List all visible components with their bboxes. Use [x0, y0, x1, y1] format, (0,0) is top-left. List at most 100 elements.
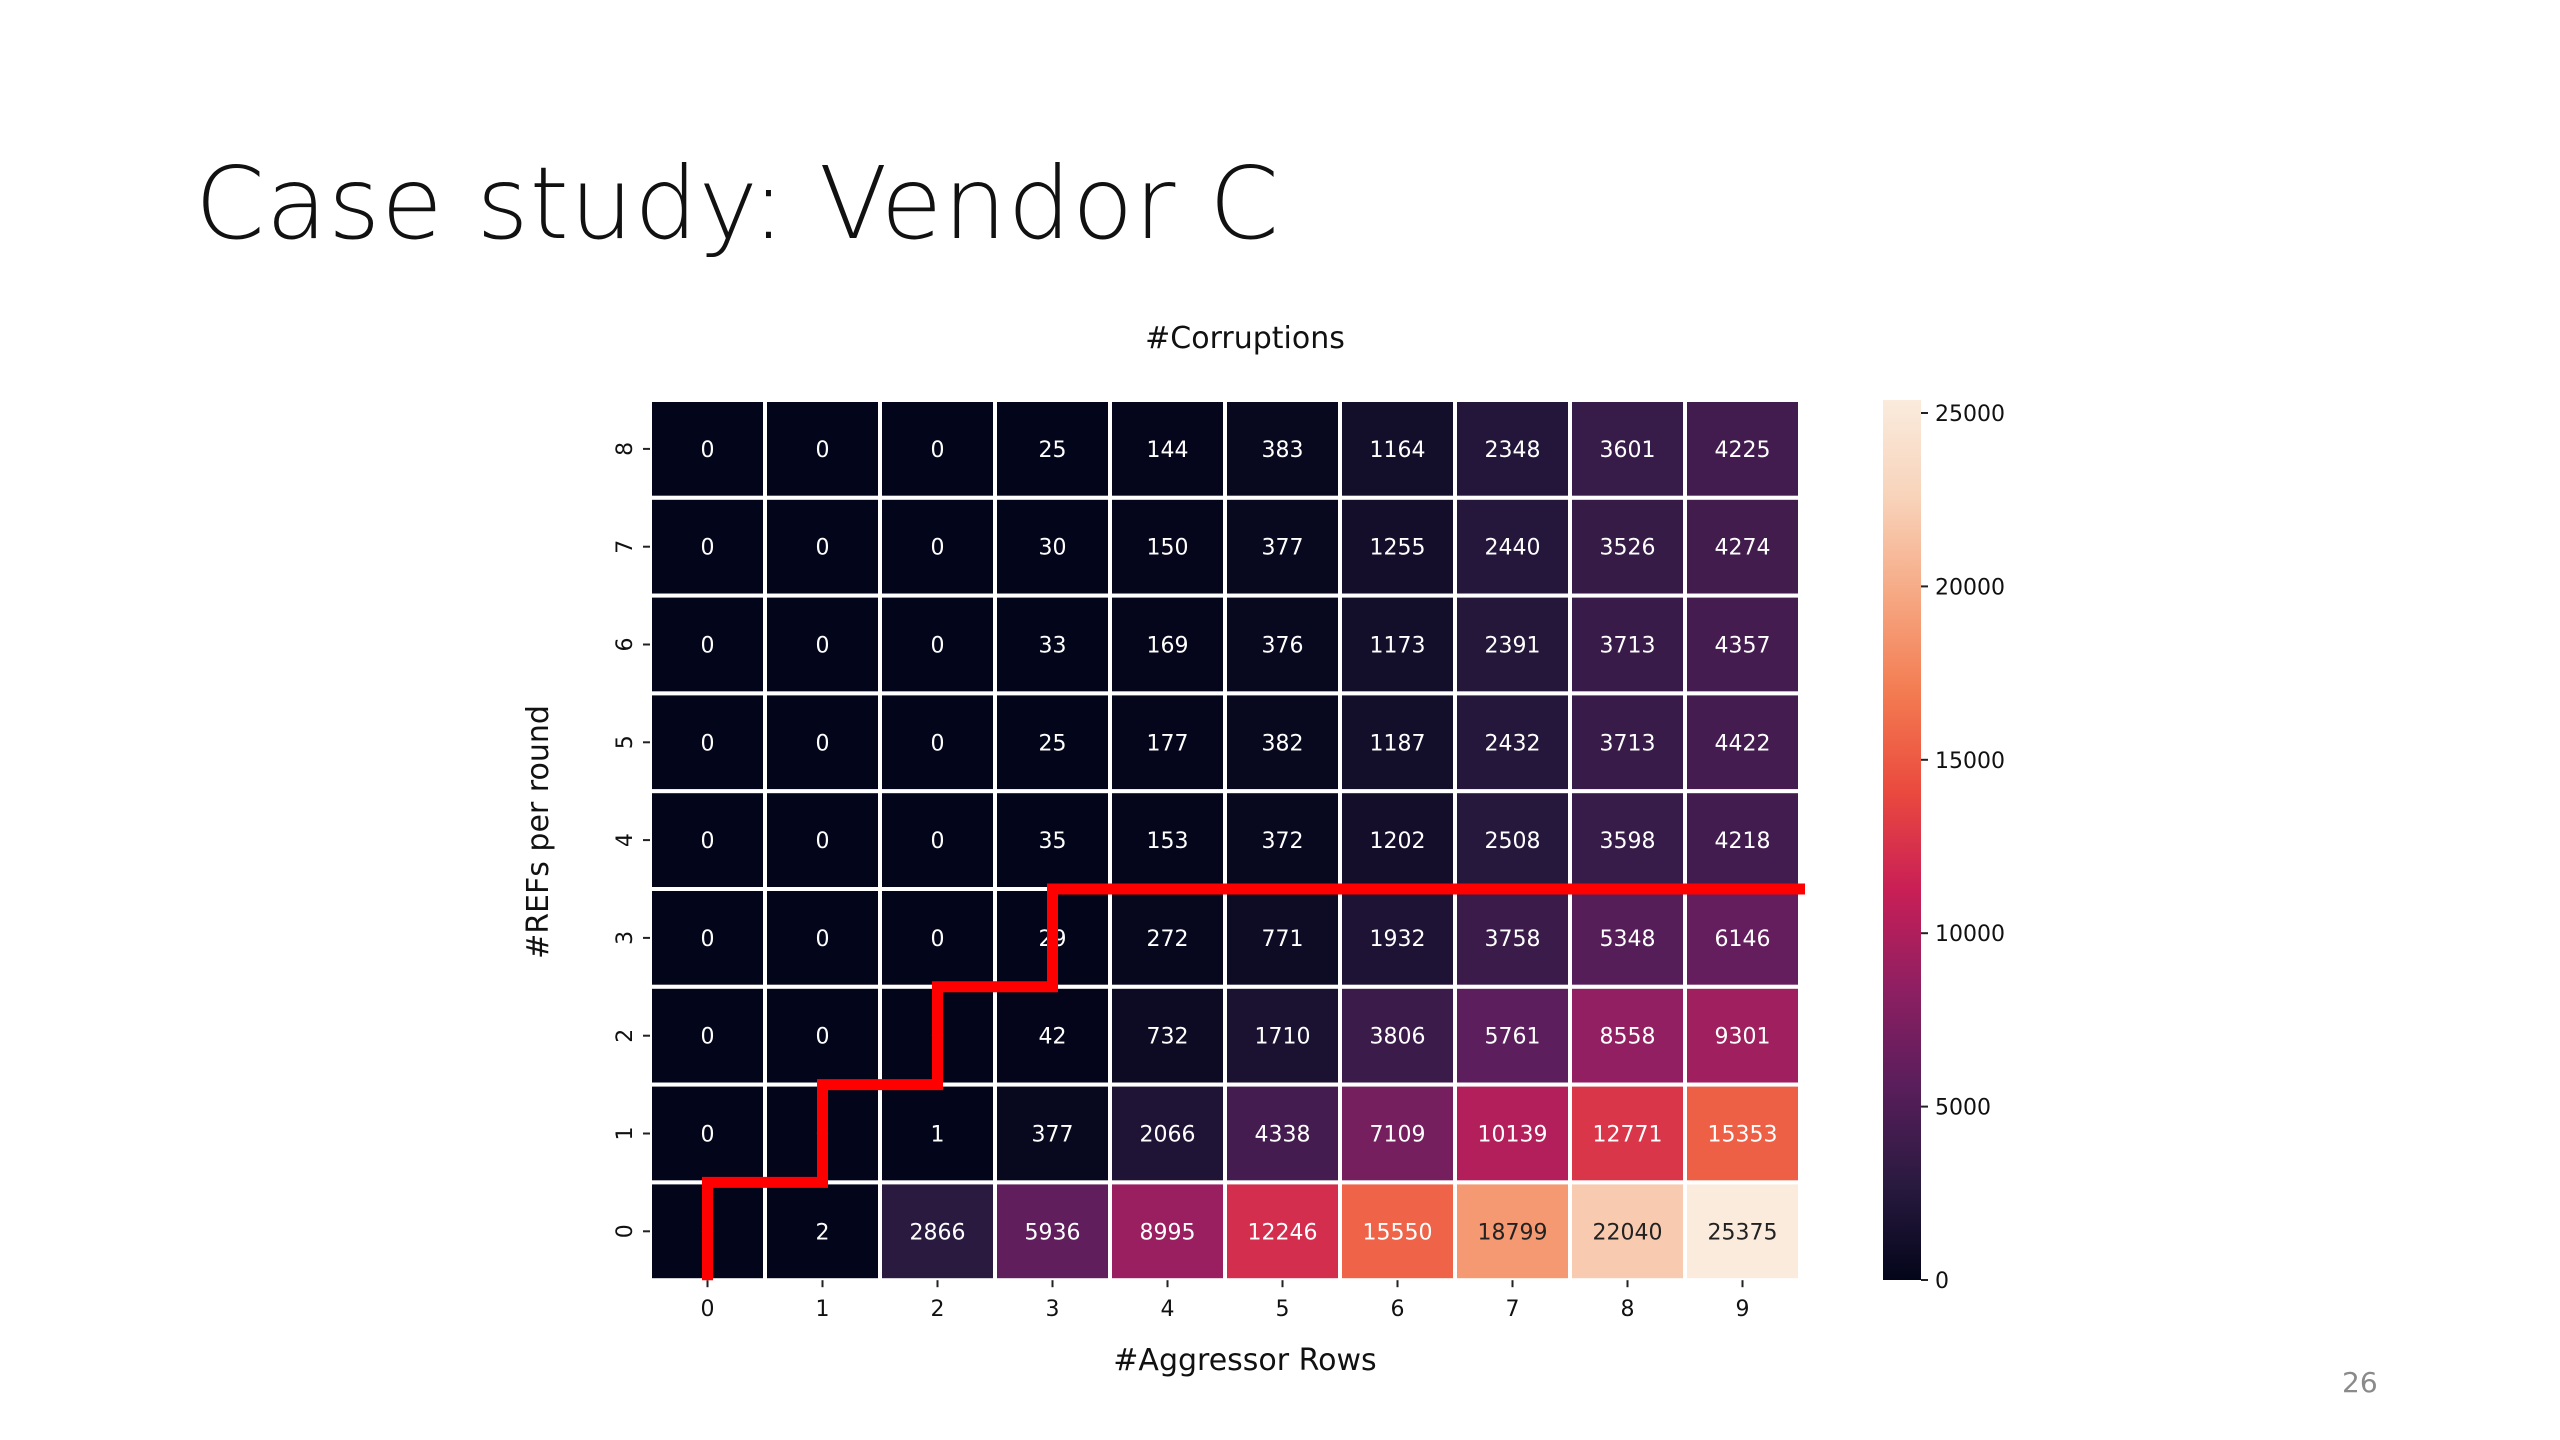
heatmap-cell — [878, 593, 997, 696]
cell-value-label: 4422 — [1715, 731, 1771, 756]
cell-value-label: 0 — [931, 927, 945, 952]
cell-value-label: 0 — [701, 829, 715, 854]
heatmap-cell — [1568, 1180, 1687, 1283]
cell-value-label: 169 — [1147, 634, 1189, 659]
colorbar-gradient — [1883, 400, 1921, 1280]
cell-value-label: 4338 — [1255, 1123, 1311, 1148]
x-tick-label: 4 — [1161, 1297, 1175, 1322]
cell-value-label: 35 — [1039, 829, 1067, 854]
x-tick-label: 5 — [1276, 1297, 1290, 1322]
heatmap-cell — [993, 495, 1112, 598]
cell-value-label: 15353 — [1708, 1123, 1778, 1148]
x-tick-label: 6 — [1391, 1297, 1405, 1322]
heatmap-cell — [1683, 887, 1802, 989]
y-tick-label: 7 — [613, 540, 638, 554]
heatmap-cell — [1683, 789, 1802, 892]
heatmap-cell — [1453, 691, 1572, 794]
cell-value-label: 2391 — [1485, 634, 1541, 659]
heatmap-cell — [1568, 593, 1687, 696]
cell-value-label: 0 — [816, 536, 830, 561]
cell-value-label: 376 — [1262, 634, 1304, 659]
heatmap-cell — [1338, 789, 1457, 892]
cell-value-label: 0 — [816, 731, 830, 756]
y-tick-label: 8 — [613, 442, 638, 456]
heatmap-cell — [1453, 1180, 1572, 1283]
boundary-line — [702, 883, 1805, 1281]
cell-value-label: 150 — [1147, 536, 1189, 561]
cell-value-label: 8995 — [1140, 1220, 1196, 1245]
cell-value-label: 8558 — [1600, 1025, 1656, 1050]
cell-value-label: 372 — [1262, 829, 1304, 854]
y-tick-label: 5 — [613, 735, 638, 749]
cell-value-label: 7109 — [1370, 1123, 1426, 1148]
heatmap-cell — [1683, 1082, 1802, 1185]
cell-value-label: 0 — [816, 829, 830, 854]
heatmap-cell — [1683, 984, 1802, 1087]
cell-value-label: 2066 — [1140, 1123, 1196, 1148]
y-tick-label: 6 — [613, 638, 638, 652]
heatmap-cell — [648, 1082, 767, 1185]
cell-value-label: 25 — [1039, 438, 1067, 463]
colorbar-tick-label: 25000 — [1935, 402, 2005, 427]
cell-value-label: 0 — [816, 634, 830, 659]
x-tick-label: 7 — [1506, 1297, 1520, 1322]
heatmap-cell — [1223, 1082, 1342, 1185]
cell-value-label: 272 — [1147, 927, 1189, 952]
cell-value-label: 22040 — [1593, 1220, 1663, 1245]
heatmap-cell — [648, 495, 767, 598]
cell-value-label: 1255 — [1370, 536, 1426, 561]
cell-value-label: 0 — [931, 536, 945, 561]
cell-value-label: 3758 — [1485, 927, 1541, 952]
cell-value-label: 3713 — [1600, 634, 1656, 659]
x-tick-label: 2 — [931, 1297, 945, 1322]
cell-value-label: 9301 — [1715, 1025, 1771, 1050]
heatmap-cell — [1108, 593, 1227, 696]
heatmap-cell — [1683, 691, 1802, 794]
heatmap-cell — [1453, 593, 1572, 696]
cell-value-label: 42 — [1039, 1025, 1067, 1050]
cell-value-label: 2508 — [1485, 829, 1541, 854]
cell-value-label: 25 — [1039, 731, 1067, 756]
heatmap-cell — [1108, 691, 1227, 794]
heatmap-cell — [993, 984, 1112, 1087]
cell-value-label: 1 — [931, 1123, 945, 1148]
heatmap-cell — [1453, 1082, 1572, 1185]
heatmap-cell — [1338, 398, 1457, 500]
cell-value-label: 2440 — [1485, 536, 1541, 561]
cell-value-label: 771 — [1262, 927, 1304, 952]
heatmap-cell — [878, 398, 997, 500]
cell-value-label: 0 — [701, 536, 715, 561]
cell-value-label: 1202 — [1370, 829, 1426, 854]
cell-value-label: 3601 — [1600, 438, 1656, 463]
y-tick-label: 4 — [613, 833, 638, 847]
cell-value-label: 1932 — [1370, 927, 1426, 952]
heatmap-cell — [1338, 887, 1457, 989]
colorbar-tick-label: 20000 — [1935, 575, 2005, 600]
cell-value-label: 5936 — [1025, 1220, 1081, 1245]
cell-value-label: 6146 — [1715, 927, 1771, 952]
cell-value-label: 1187 — [1370, 731, 1426, 756]
cell-value-label: 0 — [931, 438, 945, 463]
cell-value-label: 1173 — [1370, 634, 1426, 659]
cell-value-label: 25375 — [1708, 1220, 1778, 1245]
cell-value-label: 0 — [816, 927, 830, 952]
cell-value-label: 12771 — [1593, 1123, 1663, 1148]
cell-value-label: 5348 — [1600, 927, 1656, 952]
cell-value-label: 1710 — [1255, 1025, 1311, 1050]
cell-value-label: 3598 — [1600, 829, 1656, 854]
y-axis-ticks: 8 7 6 5 4 3 2 1 0 — [613, 442, 650, 1238]
cell-value-label: 377 — [1262, 536, 1304, 561]
heatmap-cell — [1568, 495, 1687, 598]
y-tick-label: 2 — [613, 1029, 638, 1043]
threshold-staircase-line — [702, 883, 1805, 1281]
heatmap-cell — [763, 593, 882, 696]
cell-value-label: 177 — [1147, 731, 1189, 756]
cell-value-label: 10139 — [1478, 1123, 1548, 1148]
cell-value-label: 383 — [1262, 438, 1304, 463]
heatmap-cell — [878, 495, 997, 598]
y-tick-label: 0 — [613, 1224, 638, 1238]
cell-value-label: 0 — [701, 1025, 715, 1050]
cell-value-label: 3713 — [1600, 731, 1656, 756]
